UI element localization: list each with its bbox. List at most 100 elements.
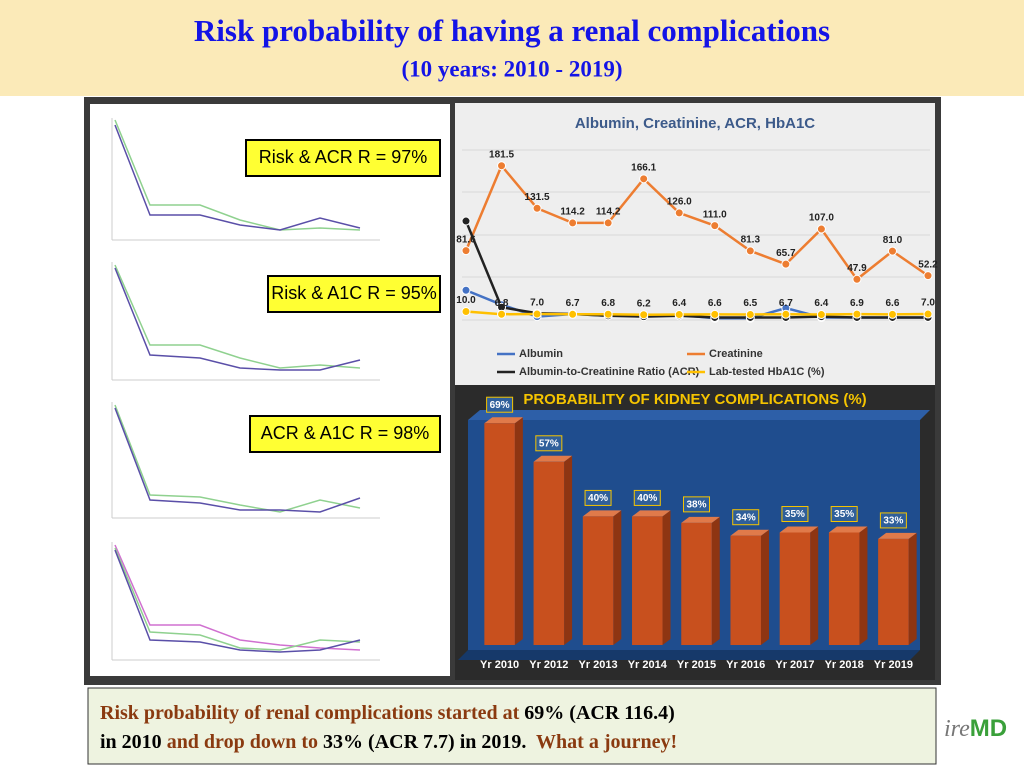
data-label: 6.9 <box>850 298 864 309</box>
legend-label: Lab-tested HbA1C (%) <box>709 366 825 378</box>
bar-side <box>760 529 769 645</box>
bar-top <box>878 532 917 539</box>
bar <box>730 535 761 645</box>
point <box>816 310 826 320</box>
title: Risk probability of having a renal compl… <box>194 13 830 48</box>
legend-label: Albumin <box>519 348 563 360</box>
point <box>852 309 862 319</box>
data-label: 6.4 <box>672 298 686 309</box>
footer-line: Risk probability of renal complications … <box>100 702 675 724</box>
x-tick-label: Yr 2014 <box>628 659 668 671</box>
point <box>674 208 684 218</box>
panel-label: Risk & A1C R = 95% <box>271 283 437 303</box>
label-box <box>249 415 441 453</box>
point <box>603 309 613 319</box>
panel-label: ACR & A1C R = 98% <box>261 423 430 443</box>
x-tick-label: Yr 2016 <box>726 659 765 671</box>
bar-top <box>582 510 622 517</box>
point <box>816 224 826 234</box>
bar <box>878 538 909 645</box>
data-label: 6.5 <box>743 298 757 309</box>
bar <box>484 423 515 645</box>
data-label: 81.0 <box>883 235 903 246</box>
bar-top <box>779 526 819 533</box>
point <box>461 285 471 295</box>
data-label: 10.0 <box>456 295 476 306</box>
footer-text: in 2010 <box>100 731 167 753</box>
point <box>745 246 755 256</box>
label-box <box>584 489 612 506</box>
x-tick-label: Yr 2018 <box>825 659 864 671</box>
data-label: 114.2 <box>560 207 585 218</box>
point <box>923 271 933 281</box>
data-label: 6.6 <box>708 298 722 309</box>
data-label: 35% <box>785 509 805 520</box>
bar-top <box>632 510 671 517</box>
bar <box>582 516 614 645</box>
footer-line: in 2010 and drop down to 33% (ACR 7.7) i… <box>100 731 677 753</box>
left-area <box>90 104 450 676</box>
bar-top <box>681 516 720 523</box>
logo-text: ire <box>944 716 970 742</box>
bar-side <box>908 532 917 645</box>
label-box <box>879 512 907 529</box>
subtitle: (10 years: 2010 - 2019) <box>401 56 622 81</box>
footer-text: Risk probability of renal complications … <box>100 702 524 724</box>
data-label: 6.7 <box>779 298 793 309</box>
chart-title: Albumin, Creatinine, ACR, HbA1C <box>575 115 815 132</box>
data-label: 40% <box>637 493 657 504</box>
data-label: 107.0 <box>809 213 834 224</box>
label-box <box>830 506 858 522</box>
mini-charts <box>114 119 361 653</box>
data-label: 114.2 <box>596 207 621 218</box>
x-tick-label: Yr 2012 <box>529 659 568 671</box>
point <box>497 309 507 319</box>
bar-side <box>564 455 573 645</box>
data-label: 38% <box>686 499 706 510</box>
point <box>461 216 471 226</box>
series-line <box>465 310 929 316</box>
bar-side <box>810 526 819 645</box>
label-box <box>486 396 514 413</box>
data-label: 57% <box>539 438 559 449</box>
data-label: 33% <box>883 516 903 527</box>
series-line <box>464 163 929 282</box>
point <box>568 309 578 319</box>
point <box>568 218 578 228</box>
data-label: 34% <box>736 512 756 523</box>
header-bg <box>0 0 1024 96</box>
point <box>710 221 720 231</box>
label-box <box>732 509 760 526</box>
logo: ireMD <box>944 715 1007 742</box>
label-box <box>683 496 710 513</box>
footer-text: and drop down to <box>167 731 323 753</box>
label-box <box>245 139 441 177</box>
data-label: 47.9 <box>847 263 867 274</box>
panel-label: Risk & ACR R = 97% <box>259 147 428 167</box>
point <box>852 274 862 284</box>
point <box>887 309 897 319</box>
bar <box>779 532 811 645</box>
bar-top <box>828 526 868 533</box>
point <box>603 218 613 228</box>
bar <box>533 461 565 645</box>
data-label: 181.5 <box>489 149 514 160</box>
point <box>923 309 933 319</box>
bar-side <box>662 510 671 645</box>
data-label: 81.6 <box>456 234 476 245</box>
x-tick-label: Yr 2013 <box>578 659 617 671</box>
data-label: 35% <box>834 509 854 520</box>
point <box>674 310 684 320</box>
x-tick-label: Yr 2010 <box>480 659 519 671</box>
footer-text: 33% (ACR 7.7) in 2019. <box>323 731 526 753</box>
data-label: 6.2 <box>637 298 651 309</box>
data-label: 166.1 <box>631 162 656 173</box>
bar-top <box>533 455 573 462</box>
chart-title: PROBABILITY OF KIDNEY COMPLICATIONS (%) <box>523 391 866 408</box>
label-box <box>267 275 441 313</box>
data-label: 7.0 <box>530 298 544 309</box>
data-label: 40% <box>588 493 608 504</box>
bar <box>681 522 712 645</box>
